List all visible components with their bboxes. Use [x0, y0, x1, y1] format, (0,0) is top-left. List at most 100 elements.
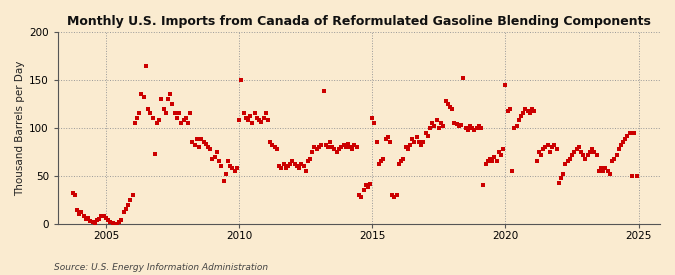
- Point: [87, 220, 98, 224]
- Point: [234, 118, 244, 122]
- Point: [105, 220, 116, 224]
- Point: [587, 147, 597, 151]
- Point: [464, 124, 475, 128]
- Point: [452, 122, 462, 126]
- Point: [147, 116, 158, 120]
- Point: [194, 145, 205, 149]
- Point: [127, 193, 138, 197]
- Point: [529, 108, 539, 113]
- Point: [169, 111, 180, 116]
- Point: [549, 143, 560, 147]
- Point: [540, 145, 551, 149]
- Point: [173, 111, 184, 116]
- Point: [571, 147, 582, 151]
- Point: [259, 116, 269, 120]
- Point: [509, 126, 520, 130]
- Point: [462, 128, 473, 132]
- Point: [298, 164, 309, 169]
- Point: [554, 180, 564, 185]
- Point: [482, 159, 493, 164]
- Point: [307, 150, 318, 154]
- Point: [473, 124, 484, 128]
- Point: [345, 145, 356, 149]
- Point: [423, 133, 433, 138]
- Point: [429, 124, 439, 128]
- Point: [447, 106, 458, 111]
- Point: [294, 166, 304, 170]
- Point: [249, 111, 260, 116]
- Point: [223, 159, 234, 164]
- Point: [333, 147, 344, 151]
- Point: [418, 140, 429, 144]
- Point: [171, 116, 182, 120]
- Point: [445, 104, 456, 109]
- Point: [378, 156, 389, 161]
- Point: [296, 162, 306, 167]
- Point: [331, 150, 342, 154]
- Point: [535, 153, 546, 157]
- Text: Source: U.S. Energy Information Administration: Source: U.S. Energy Information Administ…: [54, 263, 268, 272]
- Point: [287, 159, 298, 164]
- Point: [607, 159, 618, 164]
- Point: [362, 185, 373, 189]
- Point: [292, 164, 302, 169]
- Point: [402, 147, 413, 151]
- Point: [280, 166, 291, 170]
- Point: [165, 92, 176, 97]
- Point: [440, 99, 451, 103]
- Point: [196, 137, 207, 142]
- Point: [582, 153, 593, 157]
- Point: [478, 183, 489, 188]
- Point: [551, 147, 562, 151]
- Point: [314, 145, 325, 149]
- Point: [573, 145, 584, 149]
- Point: [400, 145, 411, 149]
- Point: [420, 130, 431, 135]
- Point: [387, 193, 398, 197]
- Point: [285, 162, 296, 167]
- Point: [349, 143, 360, 147]
- Point: [425, 126, 435, 130]
- Point: [305, 156, 316, 161]
- Point: [85, 219, 96, 223]
- Point: [352, 145, 362, 149]
- Point: [567, 153, 578, 157]
- Point: [256, 120, 267, 124]
- Point: [360, 183, 371, 188]
- Point: [442, 102, 453, 106]
- Point: [564, 156, 575, 161]
- Point: [68, 191, 78, 195]
- Point: [227, 166, 238, 170]
- Point: [373, 162, 384, 167]
- Point: [593, 169, 604, 173]
- Point: [276, 166, 287, 170]
- Point: [385, 140, 396, 144]
- Point: [316, 143, 327, 147]
- Point: [80, 217, 91, 221]
- Point: [547, 145, 558, 149]
- Point: [628, 130, 639, 135]
- Point: [578, 153, 589, 157]
- Point: [220, 172, 231, 176]
- Point: [409, 140, 420, 144]
- Point: [505, 106, 516, 111]
- Point: [524, 111, 535, 116]
- Point: [154, 118, 165, 122]
- Point: [216, 164, 227, 169]
- Point: [269, 145, 280, 149]
- Point: [92, 218, 103, 222]
- Point: [405, 143, 416, 147]
- Point: [569, 150, 580, 154]
- Point: [182, 121, 193, 125]
- Point: [123, 202, 134, 207]
- Point: [487, 159, 497, 164]
- Point: [467, 126, 478, 130]
- Point: [458, 76, 469, 80]
- Point: [469, 128, 480, 132]
- Point: [236, 78, 246, 82]
- Point: [180, 116, 191, 120]
- Point: [493, 150, 504, 154]
- Point: [247, 121, 258, 125]
- Point: [282, 164, 293, 169]
- Point: [392, 193, 402, 197]
